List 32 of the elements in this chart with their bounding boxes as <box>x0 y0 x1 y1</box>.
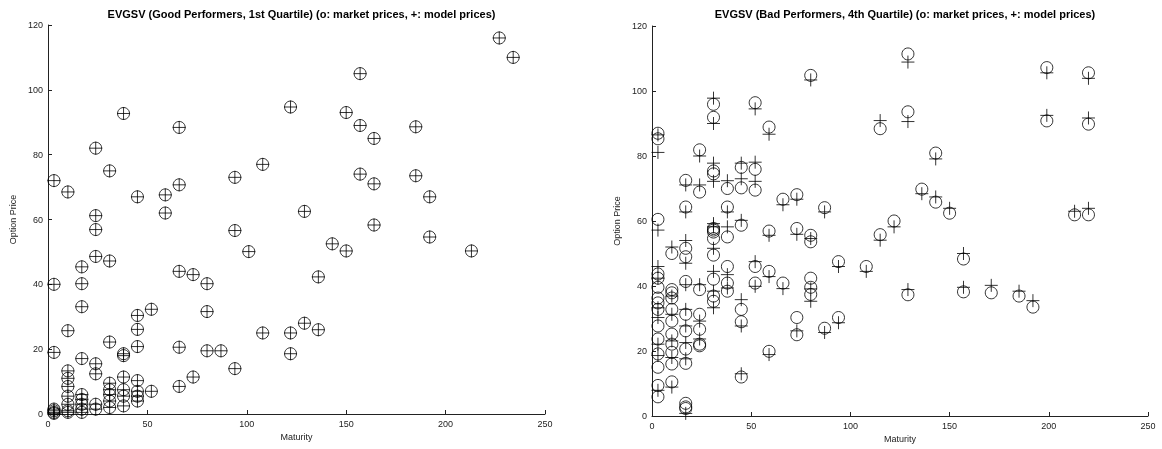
y-tick-label: 120 <box>631 21 647 31</box>
x-axis-title: Maturity <box>280 432 313 443</box>
y-tick-label: 80 <box>32 149 43 160</box>
y-tick-label: 0 <box>37 409 43 419</box>
y-tick-label: 20 <box>32 344 43 355</box>
y-axis-title: Option Price <box>7 194 18 245</box>
x-tick-label: 150 <box>338 418 354 429</box>
x-axis-title: Maturity <box>883 434 917 445</box>
y-tick-label: 120 <box>27 20 43 30</box>
y-tick-label: 20 <box>636 346 647 356</box>
x-tick-label: 200 <box>1041 420 1057 431</box>
x-tick-label: 0 <box>45 418 51 429</box>
x-tick-label: 50 <box>746 420 757 431</box>
x-tick-label: 250 <box>1140 420 1156 431</box>
y-tick-label: 60 <box>636 216 647 226</box>
chart-title: EVGSV (Bad Performers, 4th Quartile) (o: market prices, +: model prices) <box>714 7 1096 20</box>
y-tick-label: 40 <box>636 281 647 291</box>
x-tick-label: 250 <box>537 418 553 429</box>
y-axis-title: Option Price <box>611 196 622 246</box>
y-tick-label: 0 <box>641 411 647 421</box>
x-tick-label: 50 <box>142 418 153 429</box>
x-tick-label: 200 <box>438 418 454 429</box>
chart-title: EVGSV (Good Performers, 1st Quartile) (o: market prices, +: model prices) <box>107 7 496 20</box>
y-tick-label: 100 <box>27 84 43 95</box>
y-tick-label: 80 <box>636 151 647 161</box>
y-tick-label: 100 <box>631 86 647 96</box>
x-tick-label: 0 <box>649 420 655 431</box>
y-tick-label: 40 <box>32 279 43 290</box>
x-tick-label: 100 <box>239 418 255 429</box>
x-tick-label: 100 <box>842 420 858 431</box>
y-tick-label: 60 <box>32 214 43 225</box>
x-tick-label: 150 <box>942 420 958 431</box>
